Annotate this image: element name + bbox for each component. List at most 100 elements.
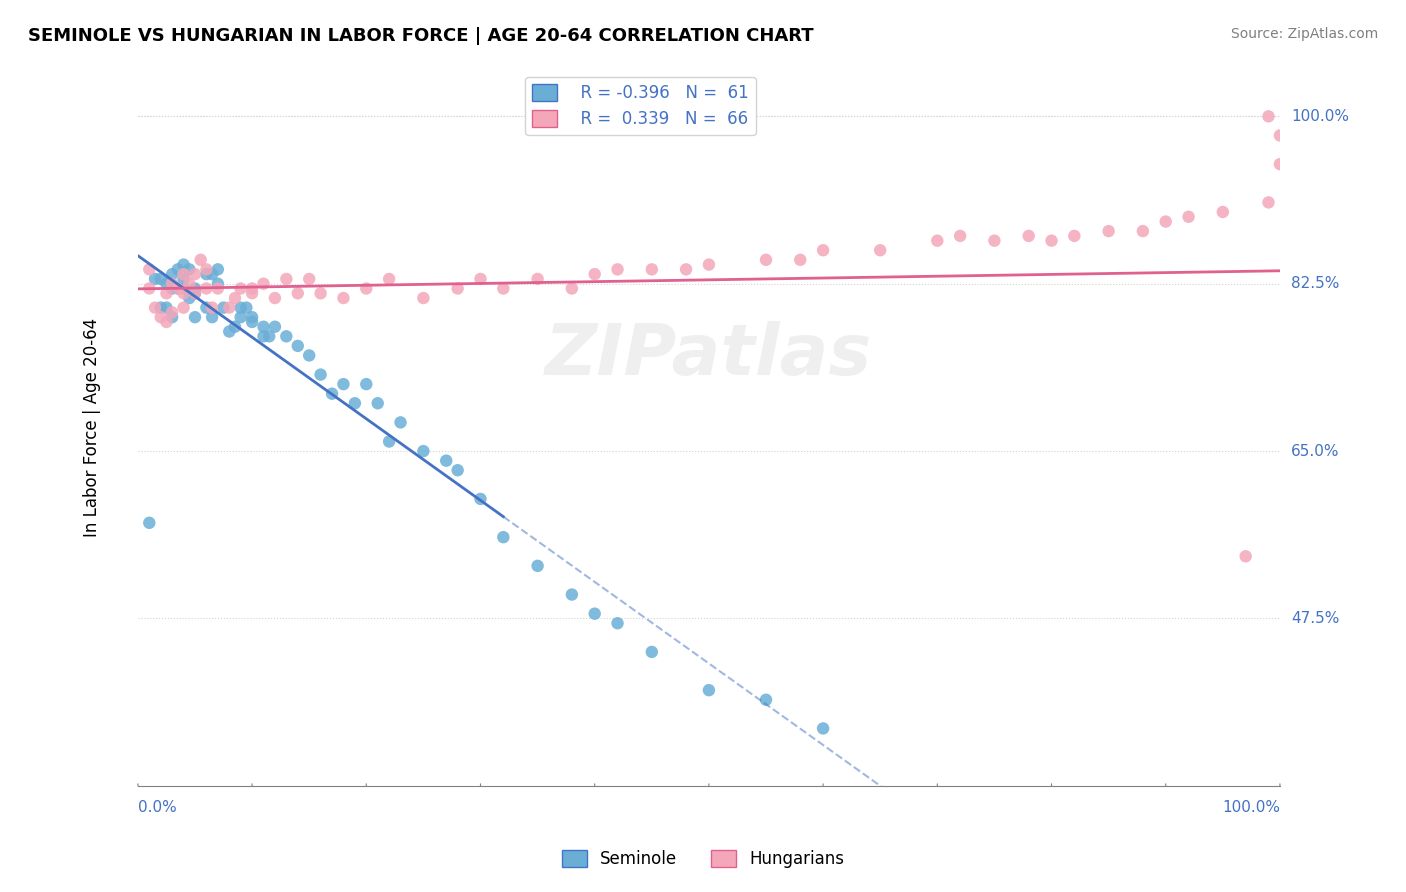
Legend: Seminole, Hungarians: Seminole, Hungarians: [555, 843, 851, 875]
Point: [1268, 128, 1291, 143]
Point: [240, 310, 263, 325]
Point: [229, 310, 252, 325]
Point: [526, 272, 548, 286]
Point: [257, 329, 280, 343]
Point: [298, 272, 321, 286]
Point: [173, 281, 195, 295]
Point: [160, 281, 183, 295]
Point: [332, 291, 354, 305]
Point: [321, 386, 343, 401]
Point: [526, 558, 548, 573]
Point: [149, 272, 172, 286]
Point: [264, 319, 287, 334]
Point: [201, 301, 224, 315]
Point: [447, 281, 470, 295]
Point: [927, 234, 949, 248]
Point: [201, 267, 224, 281]
Point: [160, 310, 183, 325]
Point: [229, 301, 252, 315]
Point: [195, 301, 218, 315]
Point: [447, 463, 470, 477]
Point: [155, 315, 177, 329]
Point: [287, 286, 309, 301]
Point: [470, 491, 492, 506]
Point: [240, 281, 263, 295]
Point: [492, 530, 515, 544]
Point: [755, 692, 778, 706]
Point: [138, 516, 160, 530]
Point: [1154, 214, 1177, 228]
Point: [697, 258, 720, 272]
Point: [641, 262, 664, 277]
Point: [173, 258, 195, 272]
Point: [173, 272, 195, 286]
Point: [492, 281, 515, 295]
Point: [235, 301, 257, 315]
Point: [195, 281, 218, 295]
Text: 100.0%: 100.0%: [1222, 800, 1279, 815]
Point: [160, 305, 183, 319]
Point: [252, 277, 274, 291]
Point: [166, 281, 188, 295]
Point: [1018, 228, 1040, 243]
Point: [166, 281, 188, 295]
Point: [983, 234, 1005, 248]
Point: [1040, 234, 1063, 248]
Point: [1257, 195, 1279, 210]
Point: [212, 301, 235, 315]
Point: [252, 329, 274, 343]
Point: [184, 281, 207, 295]
Point: [949, 228, 972, 243]
Point: [184, 267, 207, 281]
Point: [218, 301, 240, 315]
Point: [179, 277, 201, 291]
Point: [298, 348, 321, 362]
Point: [356, 377, 378, 392]
Point: [207, 277, 229, 291]
Text: 65.0%: 65.0%: [1291, 443, 1340, 458]
Point: [606, 616, 628, 631]
Point: [412, 291, 434, 305]
Point: [149, 301, 172, 315]
Point: [332, 377, 354, 392]
Point: [179, 291, 201, 305]
Point: [224, 319, 246, 334]
Point: [561, 588, 583, 602]
Point: [276, 329, 298, 343]
Legend:   R = -0.396   N =  61,   R =  0.339   N =  66: R = -0.396 N = 61, R = 0.339 N = 66: [526, 77, 755, 135]
Point: [1063, 228, 1085, 243]
Point: [1234, 549, 1257, 564]
Point: [389, 416, 412, 430]
Point: [201, 310, 224, 325]
Point: [195, 262, 218, 277]
Point: [173, 301, 195, 315]
Text: 0.0%: 0.0%: [138, 800, 177, 815]
Point: [173, 286, 195, 301]
Text: SEMINOLE VS HUNGARIAN IN LABOR FORCE | AGE 20-64 CORRELATION CHART: SEMINOLE VS HUNGARIAN IN LABOR FORCE | A…: [28, 27, 814, 45]
Point: [755, 252, 778, 267]
Point: [160, 277, 183, 291]
Point: [184, 310, 207, 325]
Point: [1212, 205, 1234, 219]
Point: [184, 286, 207, 301]
Point: [138, 281, 160, 295]
Point: [811, 722, 834, 736]
Point: [224, 291, 246, 305]
Text: In Labor Force | Age 20-64: In Labor Force | Age 20-64: [83, 318, 101, 537]
Point: [252, 319, 274, 334]
Point: [412, 444, 434, 458]
Point: [789, 252, 811, 267]
Point: [155, 286, 177, 301]
Point: [166, 262, 188, 277]
Point: [287, 339, 309, 353]
Text: 82.5%: 82.5%: [1291, 277, 1340, 291]
Text: 47.5%: 47.5%: [1291, 611, 1340, 626]
Point: [1132, 224, 1154, 238]
Point: [356, 281, 378, 295]
Text: ZIPatlas: ZIPatlas: [546, 321, 873, 390]
Point: [240, 315, 263, 329]
Point: [309, 368, 332, 382]
Point: [207, 281, 229, 295]
Point: [276, 272, 298, 286]
Point: [155, 301, 177, 315]
